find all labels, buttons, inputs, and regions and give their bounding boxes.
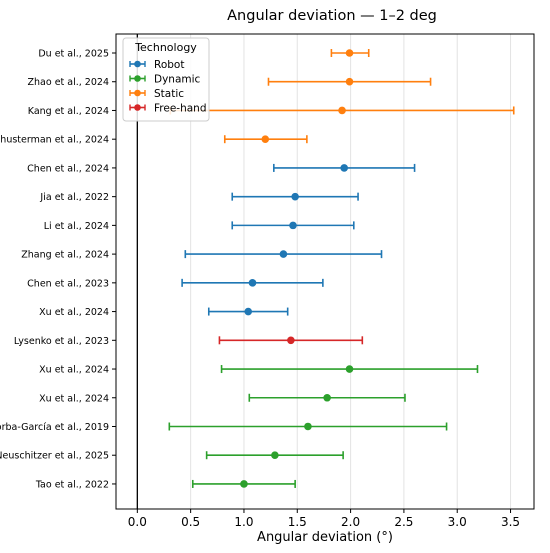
- legend-marker: [134, 60, 141, 68]
- study-label: Zhang et al., 2024: [21, 250, 109, 261]
- error-bar-layer: [168, 49, 515, 488]
- legend-label: Free-hand: [154, 102, 206, 114]
- legend: Technology Robot Dynamic Static Free-hand: [122, 37, 210, 122]
- x-tick-label: 3.0: [448, 515, 467, 529]
- point-estimate: [345, 365, 354, 373]
- study-row: [184, 250, 383, 259]
- x-tick-label: 2.0: [341, 515, 360, 529]
- legend-entries: Robot Dynamic Static Free-hand: [129, 59, 206, 114]
- legend-entry: Dynamic: [129, 73, 201, 85]
- point-estimate: [345, 49, 354, 57]
- study-row: [218, 336, 364, 345]
- study-row: [168, 422, 448, 431]
- study-row: [191, 479, 296, 488]
- x-tick-label: 1.5: [288, 515, 307, 529]
- study-label: Chen et al., 2024: [27, 163, 109, 174]
- point-estimate: [240, 480, 248, 488]
- legend-marker: [134, 104, 141, 111]
- study-label: Xu et al., 2024: [39, 307, 109, 318]
- study-label: Zhao et al., 2024: [28, 77, 109, 88]
- study-label-layer: Du et al., 2025 Zhao et al., 2024 Kang et …: [0, 49, 116, 490]
- x-tick-label: 2.5: [394, 515, 413, 529]
- legend-label: Static: [154, 88, 184, 100]
- legend-entry: Free-hand: [129, 102, 206, 114]
- study-label: Kang et al., 2024: [28, 106, 109, 117]
- study-row: [267, 77, 432, 86]
- point-estimate: [287, 336, 295, 345]
- x-tick-label: 1.0: [234, 515, 253, 529]
- legend-title: Technology: [134, 41, 197, 54]
- x-tick-layer: 0.0 0.5 1.0 1.5 2.0 2.5 3.0 3.5: [128, 509, 520, 529]
- study-label: Tao et al., 2022: [35, 479, 109, 490]
- study-row: [169, 106, 515, 115]
- study-label: Li et al., 2024: [44, 221, 109, 232]
- study-label: Jorba-García et al., 2019: [0, 422, 109, 433]
- legend-entry: Robot: [129, 59, 184, 71]
- legend-marker: [134, 89, 141, 97]
- x-axis-label: Angular deviation (°): [257, 530, 393, 545]
- legend-marker: [134, 75, 141, 82]
- point-estimate: [289, 221, 297, 230]
- point-estimate: [261, 135, 270, 143]
- chart-title: Angular deviation — 1–2 deg: [227, 8, 437, 24]
- point-estimate: [340, 164, 348, 172]
- study-label: Xu et al., 2024: [39, 365, 109, 376]
- point-estimate: [279, 250, 288, 258]
- study-row: [248, 393, 406, 402]
- study-label: Neuschitzer et al., 2025: [0, 451, 109, 462]
- plot-frame: [115, 33, 535, 510]
- study-row: [273, 163, 416, 172]
- study-label: Chen et al., 2023: [27, 278, 109, 289]
- study-label: Du et al., 2025: [38, 49, 109, 60]
- point-estimate: [345, 77, 354, 86]
- point-estimate: [248, 279, 257, 287]
- study-row: [223, 135, 308, 144]
- study-label: Jia et al., 2022: [39, 192, 109, 203]
- point-estimate: [291, 192, 299, 201]
- point-estimate: [323, 393, 331, 402]
- study-label: Shusterman et al., 2024: [0, 135, 109, 146]
- legend-entry: Static: [129, 88, 184, 100]
- study-row: [330, 49, 370, 57]
- point-estimate: [244, 307, 253, 316]
- study-label: Xu et al., 2024: [39, 393, 109, 404]
- study-row: [231, 192, 359, 201]
- x-tick-label: 0.0: [128, 515, 147, 529]
- study-row: [181, 278, 324, 287]
- point-estimate: [271, 451, 279, 460]
- x-tick-label: 3.5: [501, 515, 520, 529]
- study-row: [205, 451, 344, 460]
- x-tick-label: 0.5: [181, 515, 200, 529]
- study-row: [231, 221, 355, 230]
- legend-label: Dynamic: [154, 73, 201, 85]
- legend-box: [122, 37, 210, 122]
- point-estimate: [338, 106, 346, 115]
- legend-label: Robot: [154, 59, 184, 71]
- study-row: [220, 365, 479, 374]
- study-row: [207, 307, 289, 316]
- point-estimate: [304, 422, 312, 431]
- study-label: Lysenko et al., 2023: [14, 336, 109, 347]
